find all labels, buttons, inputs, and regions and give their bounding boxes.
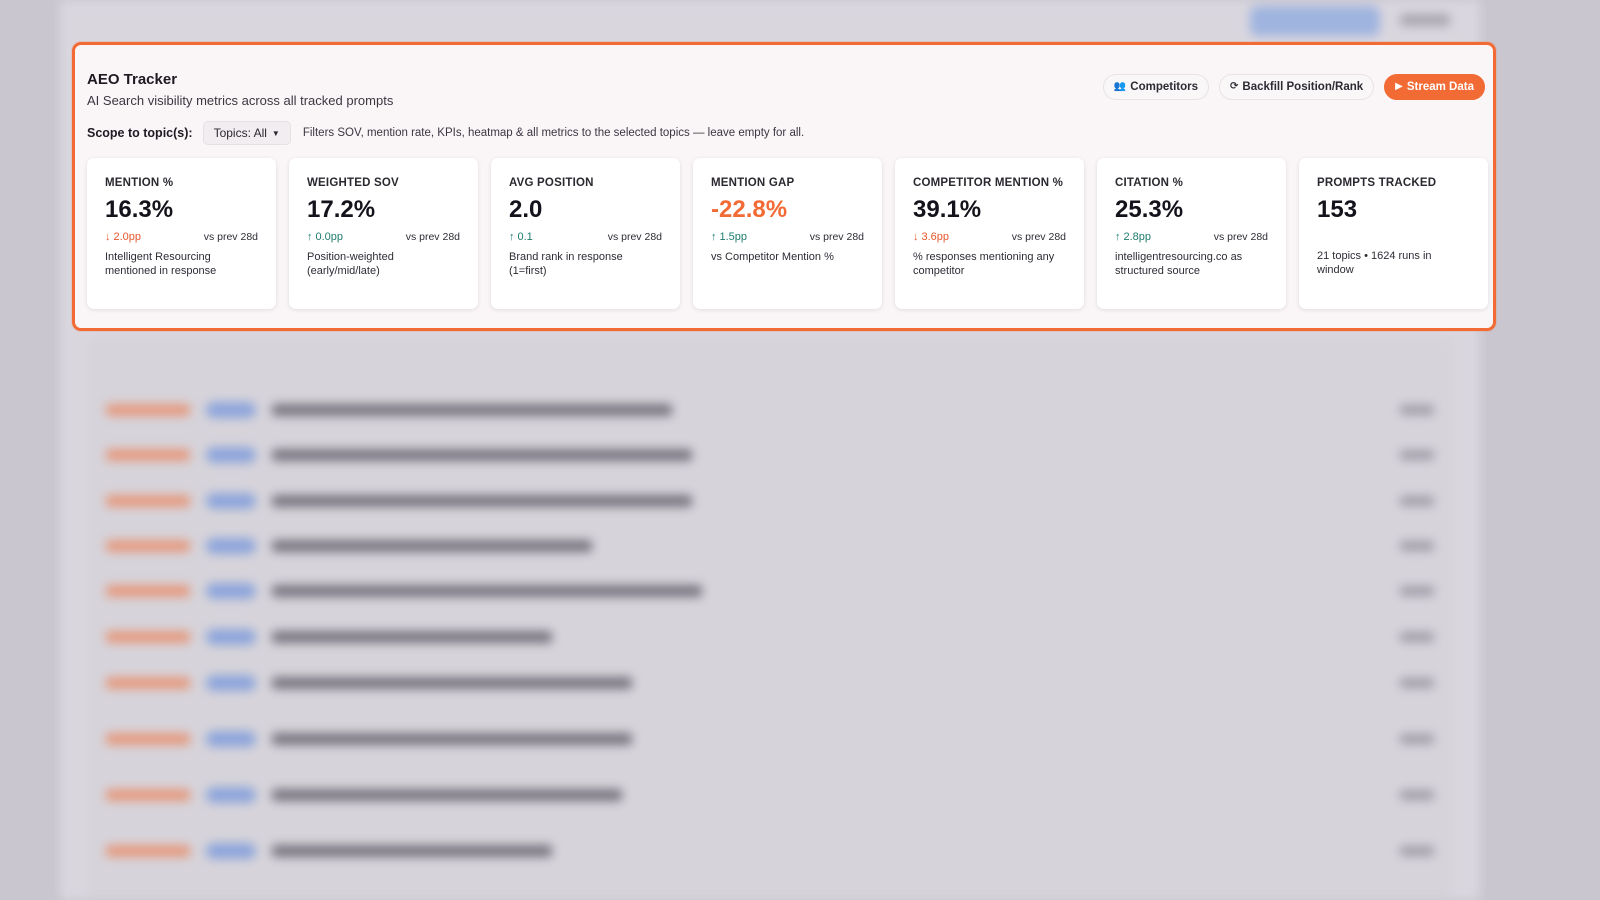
kpi-label: CITATION % [1115,177,1184,189]
background-row [106,529,1434,563]
kpi-cards: MENTION % 16.3% ↓ 2.0pp vs prev 28d Intel… [87,158,1488,309]
arrow-up-icon: ↑ [711,231,717,243]
panel-actions: 👥 Competitors ⟳ Backfill Position/Rank ▶… [1102,74,1485,100]
background-row [106,574,1434,608]
kpi-delta-row: ↓ 2.0pp vs prev 28d [105,231,258,243]
kpi-label: WEIGHTED SOV [307,177,399,189]
background-row [106,834,1434,868]
background-breadcrumb [96,13,189,29]
kpi-comparison: vs prev 28d [203,231,258,243]
kpi-comparison: vs prev 28d [405,231,460,243]
arrow-up-icon: ↑ [307,231,313,243]
kpi-delta-value: 2.8pp [1123,231,1152,243]
backfill-button-label: Backfill Position/Rank [1242,81,1364,93]
background-row [106,484,1434,518]
people-icon: 👥 [1113,81,1127,92]
scope-label: Scope to topic(s): [87,126,193,140]
background-row [106,438,1434,472]
kpi-card-avg-position: AVG POSITION 2.0 ↑ 0.1 vs prev 28d Brand … [491,158,680,309]
kpi-card-competitor-mention: COMPETITOR MENTION % 39.1% ↓ 3.6pp vs pre… [895,158,1084,309]
kpi-card-weighted-sov: WEIGHTED SOV 17.2% ↑ 0.0pp vs prev 28d Po… [289,158,478,309]
topic-scope-row: Scope to topic(s): Topics: All ▼ Filters… [87,121,804,145]
kpi-comparison: vs prev 28d [607,231,662,243]
stream-data-button[interactable]: ▶ Stream Data [1384,74,1485,100]
aeo-tracker-panel: AEO Tracker AI Search visibility metrics… [72,42,1496,331]
background-row [106,778,1434,812]
kpi-delta-value: 1.5pp [719,231,748,243]
kpi-note: intelligentresourcing.co as structured s… [1115,251,1243,277]
kpi-delta-row: ↑ 0.1 vs prev 28d [509,231,662,243]
kpi-delta-row: ↑ 0.0pp vs prev 28d [307,231,460,243]
background-page-title [207,12,278,30]
kpi-label: AVG POSITION [509,177,594,189]
kpi-delta-value: 0.0pp [315,231,344,243]
kpi-delta: ↑ 2.8pp [1115,231,1151,243]
background-top-right [1400,14,1450,26]
arrow-down-icon: ↓ [913,231,919,243]
kpi-value: 39.1% [913,196,982,223]
kpi-delta-row: ↑ 1.5pp vs prev 28d [711,231,864,243]
kpi-label: PROMPTS TRACKED [1317,177,1437,189]
background-topbar [60,0,1480,42]
play-icon: ▶ [1395,81,1403,92]
backfill-button[interactable]: ⟳ Backfill Position/Rank [1219,74,1375,100]
kpi-note: % responses mentioning any competitor [913,251,1055,277]
background-row [106,620,1434,654]
panel-title: AEO Tracker [87,71,178,88]
refresh-icon: ⟳ [1230,81,1239,92]
kpi-label: MENTION % [105,177,174,189]
kpi-label: MENTION GAP [711,177,795,189]
kpi-card-citation: CITATION % 25.3% ↑ 2.8pp vs prev 28d inte… [1097,158,1286,309]
competitors-button[interactable]: 👥 Competitors [1102,74,1209,100]
kpi-value: 153 [1317,196,1358,223]
kpi-delta: ↓ 2.0pp [105,231,141,243]
kpi-comparison: vs prev 28d [1011,231,1066,243]
background-row [106,722,1434,756]
competitors-button-label: Competitors [1130,81,1198,93]
kpi-delta-value: 2.0pp [113,231,142,243]
background-history-panel [88,338,1452,900]
arrow-down-icon: ↓ [105,231,111,243]
kpi-delta: ↑ 0.1 [509,231,533,243]
arrow-up-icon: ↑ [509,231,515,243]
kpi-note: vs Competitor Mention % [711,251,834,263]
kpi-delta: ↓ 3.6pp [913,231,949,243]
kpi-note: Position-weighted (early/mid/late) [307,251,394,277]
kpi-note: Intelligent Resourcing mentioned in resp… [105,251,217,277]
kpi-value: 25.3% [1115,196,1184,223]
kpi-comparison: vs prev 28d [1213,231,1268,243]
panel-subtitle: AI Search visibility metrics across all … [87,93,394,108]
arrow-up-icon: ↑ [1115,231,1121,243]
kpi-value: -22.8% [711,196,788,223]
kpi-delta-value: 3.6pp [921,231,950,243]
kpi-card-prompts-tracked: PROMPTS TRACKED 153 21 topics • 1624 run… [1299,158,1488,309]
topics-select-value: Topics: All [213,126,267,140]
background-row [106,666,1434,700]
kpi-delta-row: ↑ 2.8pp vs prev 28d [1115,231,1268,243]
stream-data-button-label: Stream Data [1406,81,1474,93]
kpi-value: 2.0 [509,196,543,223]
scope-help-text: Filters SOV, mention rate, KPIs, heatmap… [302,127,805,139]
kpi-value: 16.3% [105,196,174,223]
kpi-delta: ↑ 0.0pp [307,231,343,243]
caret-down-icon: ▼ [271,128,280,138]
background-row [106,393,1434,427]
kpi-comparison: vs prev 28d [809,231,864,243]
topics-select[interactable]: Topics: All ▼ [202,121,291,145]
kpi-card-mention: MENTION % 16.3% ↓ 2.0pp vs prev 28d Intel… [87,158,276,309]
kpi-delta-row: ↓ 3.6pp vs prev 28d [913,231,1066,243]
kpi-label: COMPETITOR MENTION % [913,177,1064,189]
kpi-delta: ↑ 1.5pp [711,231,747,243]
kpi-value: 17.2% [307,196,376,223]
kpi-card-mention-gap: MENTION GAP -22.8% ↑ 1.5pp vs prev 28d vs… [693,158,882,309]
kpi-delta-value: 0.1 [517,231,533,243]
kpi-note: 21 topics • 1624 runs in window [1317,250,1432,276]
kpi-note: Brand rank in response (1=first) [509,251,623,277]
background-top-button [1250,6,1380,36]
